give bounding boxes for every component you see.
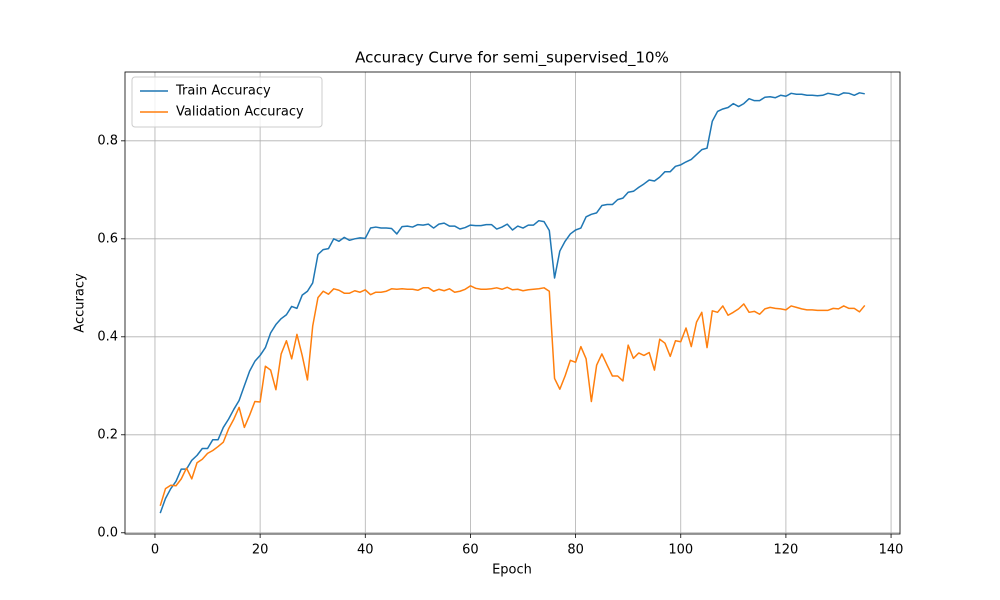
x-tick-label: 20 (252, 543, 269, 558)
y-axis-label: Accuracy (73, 273, 88, 333)
chart-title: Accuracy Curve for semi_supervised_10% (355, 49, 669, 68)
x-axis-label: Epoch (492, 563, 532, 578)
x-tick-label: 140 (879, 543, 904, 558)
x-tick-label: 120 (773, 543, 798, 558)
x-tick-label: 80 (567, 543, 584, 558)
y-tick-label: 0.0 (97, 525, 118, 540)
y-tick-label: 0.8 (97, 133, 118, 148)
x-tick-label: 40 (357, 543, 374, 558)
data-line (159, 92, 865, 514)
plot-frame (124, 71, 901, 535)
x-tick-label: 60 (462, 543, 479, 558)
y-tick-label: 0.4 (97, 329, 118, 344)
legend-label: Validation Accuracy (176, 105, 304, 120)
x-tick-label: 0 (151, 543, 159, 558)
data-line (159, 285, 866, 507)
y-tick-label: 0.2 (97, 427, 118, 442)
x-tick-label: 100 (668, 543, 693, 558)
legend-box (131, 76, 323, 128)
legend-label: Train Accuracy (175, 84, 271, 99)
y-tick-label: 0.6 (97, 231, 118, 246)
